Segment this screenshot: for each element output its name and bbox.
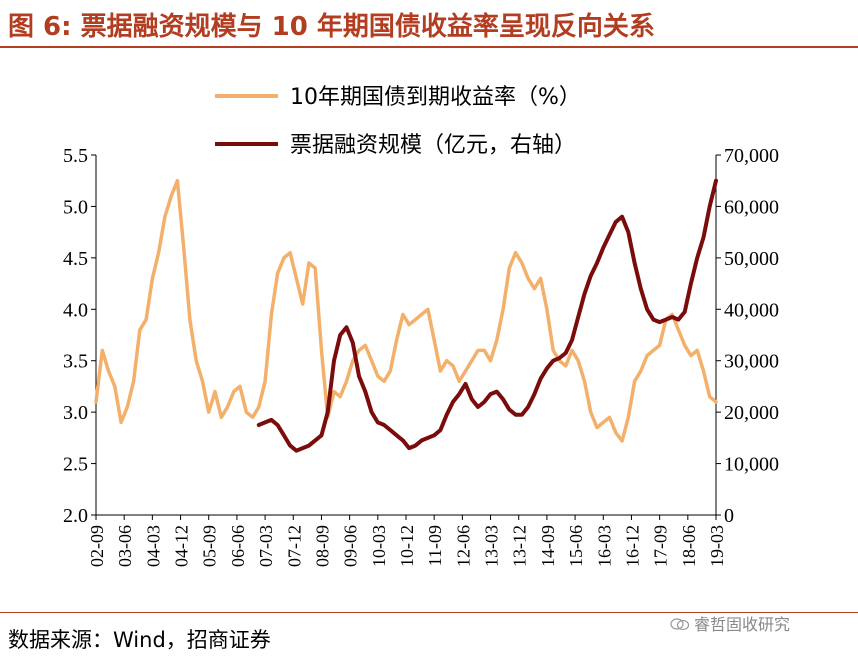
title-divider: [0, 46, 858, 48]
watermark: 睿哲固收研究: [670, 612, 790, 634]
right-tick-label: 40,000: [724, 299, 779, 321]
x-tick-label: 17-09: [651, 525, 671, 567]
right-tick-label: 70,000: [724, 145, 779, 167]
x-tick-label: 09-06: [341, 525, 361, 567]
legend-label: 票据融资规模（亿元，右轴）: [290, 133, 576, 158]
x-tick-label: 10-03: [369, 525, 389, 567]
right-tick-label: 20,000: [724, 402, 779, 424]
title-bar: 图 6: 票据融资规模与 10 年期国债收益率呈现反向关系: [0, 0, 858, 46]
x-tick-label: 04-12: [172, 525, 192, 567]
x-tick-label: 13-12: [510, 525, 530, 567]
left-tick-label: 3.5: [63, 351, 88, 373]
x-tick-label: 19-03: [707, 525, 727, 567]
x-tick-label: 07-03: [256, 525, 276, 567]
left-tick-label: 4.5: [63, 248, 88, 270]
x-tick-label: 18-06: [679, 525, 699, 567]
watermark-text: 睿哲固收研究: [694, 615, 791, 634]
right-tick-label: 50,000: [724, 248, 779, 270]
x-tick-label: 04-03: [143, 525, 163, 567]
wechat-icon: [670, 616, 690, 631]
right-tick-label: 10,000: [724, 454, 779, 476]
source-note: 数据来源：Wind，招商证券: [8, 628, 271, 652]
x-tick-label: 12-06: [453, 525, 473, 567]
legend-label: 10年期国债到期收益率（%）: [290, 85, 581, 110]
left-tick-label: 2.0: [63, 505, 88, 527]
x-tick-label: 14-09: [538, 525, 558, 567]
left-tick-label: 2.5: [63, 454, 88, 476]
right-tick-label: 30,000: [724, 351, 779, 373]
x-tick-label: 03-06: [115, 525, 135, 567]
x-tick-label: 11-09: [425, 525, 445, 566]
x-tick-label: 13-03: [482, 525, 502, 567]
axes: 2.0 2.5 3.0 3.5 4.0 4.5 5.0 5.5 0 10,000 20,000 30,…: [63, 145, 779, 567]
x-tick-label: 15-06: [566, 525, 586, 567]
bill-financing-line: [256, 178, 718, 453]
x-tick-label: 16-03: [594, 525, 614, 567]
right-tick-label: 0: [724, 505, 734, 527]
x-tick-label: 06-06: [228, 525, 248, 567]
bond-yield-line: [94, 178, 718, 443]
x-tick-label: 02-09: [87, 525, 107, 567]
x-tick-label: 05-09: [200, 525, 220, 567]
left-tick-label: 3.0: [63, 402, 88, 424]
footer-divider: [0, 612, 858, 613]
right-tick-label: 60,000: [724, 196, 779, 218]
chart-title: 图 6: 票据融资规模与 10 年期国债收益率呈现反向关系: [8, 12, 655, 42]
series-layer: [94, 178, 718, 453]
left-tick-label: 5.0: [63, 196, 88, 218]
x-tick-label: 16-12: [622, 525, 642, 567]
left-tick-label: 4.0: [63, 299, 88, 321]
legend: 10年期国债到期收益率（%） 票据融资规模（亿元，右轴）: [215, 85, 581, 158]
x-tick-label: 08-09: [312, 525, 332, 567]
x-tick-label: 07-12: [284, 525, 304, 567]
left-tick-label: 5.5: [63, 145, 88, 167]
x-tick-label: 10-12: [397, 525, 417, 567]
chart: 10年期国债到期收益率（%） 票据融资规模（亿元，右轴） 2.0 2.5 3.0 3.5…: [63, 85, 779, 567]
